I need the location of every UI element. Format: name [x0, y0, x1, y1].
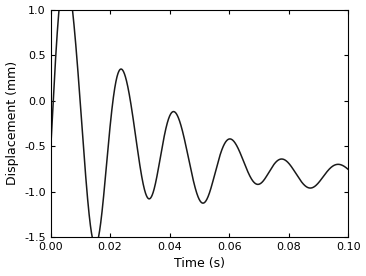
X-axis label: Time (s): Time (s)	[174, 258, 225, 270]
Y-axis label: Displacement (mm): Displacement (mm)	[5, 61, 19, 185]
